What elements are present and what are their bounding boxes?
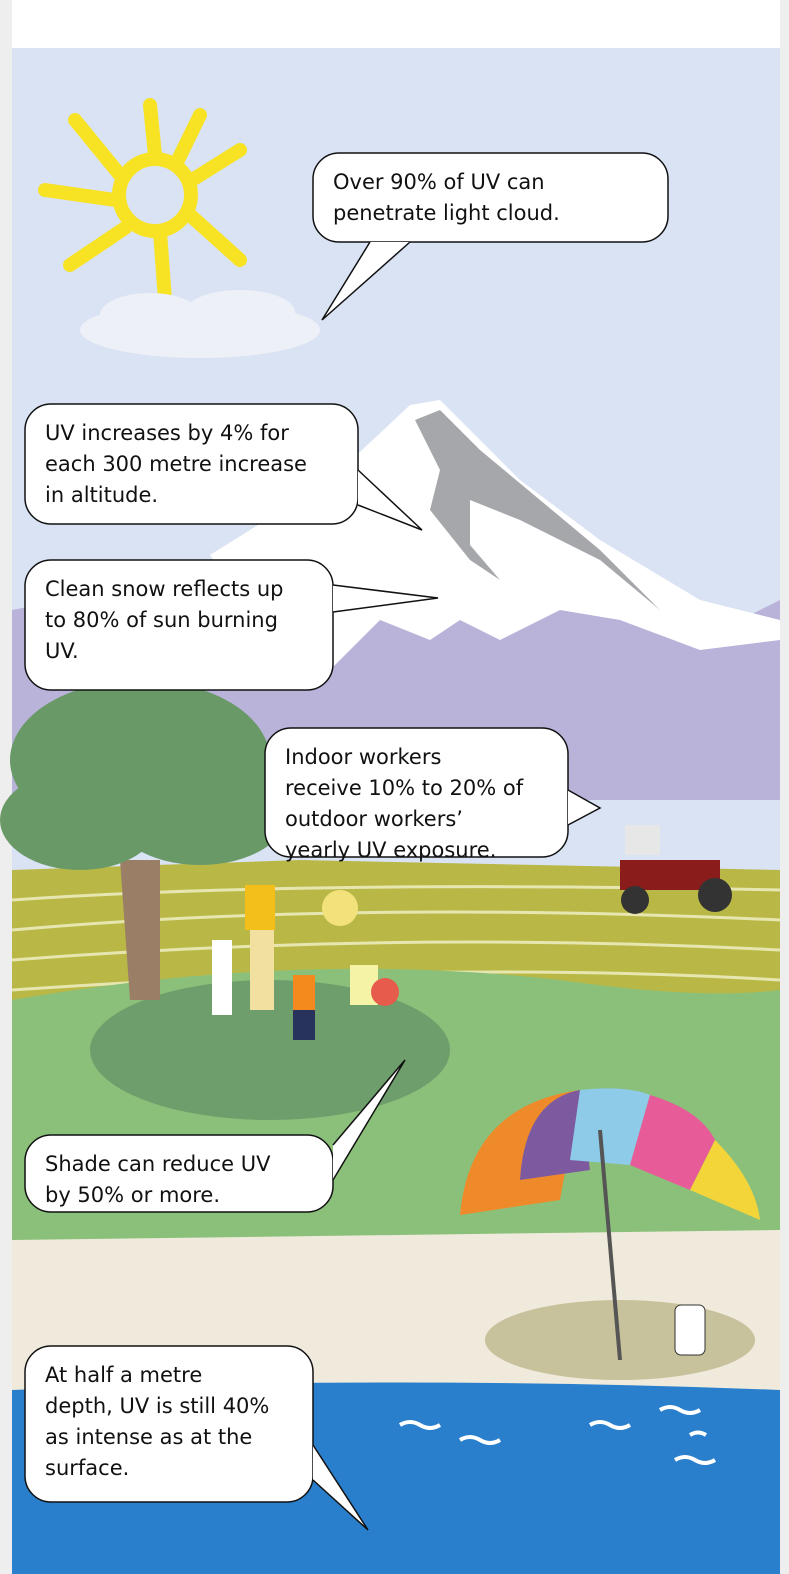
callout-text: surface. — [45, 1456, 129, 1480]
callout-text: by 50% or more. — [45, 1183, 220, 1207]
callout-text: as intense as at the — [45, 1425, 252, 1449]
left-border — [0, 0, 12, 1574]
callout-text: penetrate light cloud. — [333, 201, 560, 225]
cloud — [80, 290, 320, 358]
callout-text: to 80% of sun burning — [45, 608, 278, 632]
callout-text: At half a metre — [45, 1363, 202, 1387]
callout-text: each 300 metre increase — [45, 452, 307, 476]
callout-text: depth, UV is still 40% — [45, 1394, 269, 1418]
sunscreen-bottle — [675, 1305, 705, 1355]
right-border — [780, 0, 789, 1574]
callout-text: Clean snow reflects up — [45, 577, 284, 601]
uv-infographic: Over 90% of UV can penetrate light cloud.… — [0, 0, 789, 1574]
callout-text: yearly UV exposure. — [285, 838, 496, 862]
callout-text: UV increases by 4% for — [45, 421, 289, 445]
callout-text: Indoor workers — [285, 745, 441, 769]
callout-text: UV. — [45, 639, 79, 663]
callout-box — [313, 153, 668, 242]
callout-text: Shade can reduce UV — [45, 1152, 271, 1176]
callout-text: in altitude. — [45, 483, 158, 507]
callout-text: outdoor workers’ — [285, 807, 463, 831]
callout-text: Over 90% of UV can — [333, 170, 545, 194]
callout-text: receive 10% to 20% of — [285, 776, 524, 800]
callout: Indoor workers receive 10% to 20% of outdo… — [265, 728, 600, 862]
